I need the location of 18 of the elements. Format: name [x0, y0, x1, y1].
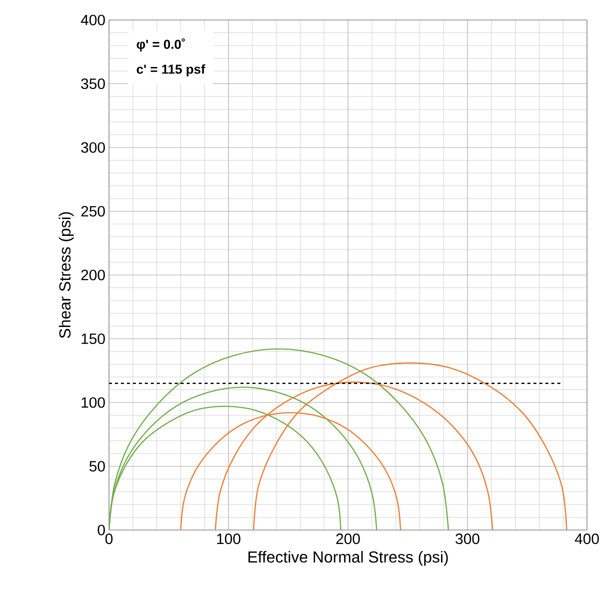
x-tick-label: 300 — [456, 534, 480, 544]
y-axis-title: Shear Stress (psi) — [58, 212, 74, 338]
y-tick-label: 50 — [89, 460, 105, 472]
y-tick-label: 200 — [81, 270, 105, 280]
y-tick-label: 0 — [98, 524, 105, 536]
x-tick-label: 100 — [217, 534, 240, 544]
y-tick-label: 250 — [81, 206, 105, 217]
annotation: φ' = 0.0˚ — [136, 38, 185, 52]
x-axis-title: Effective Normal Stress (psi) — [248, 550, 448, 566]
y-tick-label: 150 — [82, 333, 105, 344]
y-tick-label: 100 — [82, 397, 105, 408]
x-tick-label: 400 — [574, 534, 599, 544]
y-tick-label: 400 — [80, 14, 105, 26]
x-tick-label: 200 — [336, 534, 360, 544]
y-tick-label: 350 — [81, 78, 105, 90]
x-tick-label: 0 — [105, 534, 113, 544]
annotation: c' = 115 psf — [136, 64, 206, 76]
y-tick-label: 300 — [81, 142, 105, 153]
